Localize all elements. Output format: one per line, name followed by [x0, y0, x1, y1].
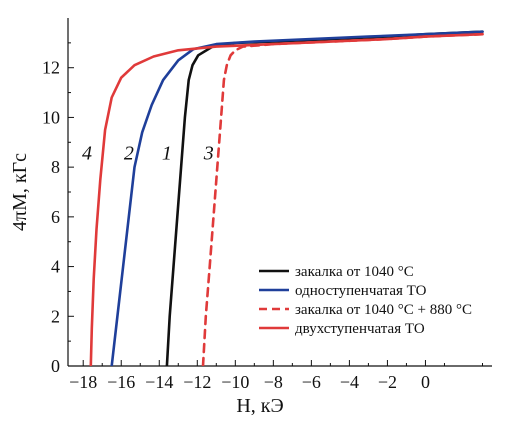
- series-group: [89, 30, 484, 366]
- x-tick-label: −6: [302, 372, 321, 392]
- x-tick-label: 0: [421, 372, 430, 392]
- curve-label-1: 1: [162, 143, 172, 165]
- x-ticks-group: −18 −16 −14 −12 −10 −8 −6 −4 −2 0: [69, 360, 483, 392]
- curve-label-3: 3: [203, 143, 214, 165]
- x-axis-title: H, кЭ: [236, 395, 283, 417]
- legend-label-1: закалка от 1040 °C: [295, 264, 414, 280]
- x-tick-label: −12: [183, 372, 211, 392]
- series-line-4: [89, 32, 484, 366]
- x-tick-label: −18: [69, 372, 97, 392]
- y-tick-label: 10: [42, 107, 60, 127]
- x-tick-label: −2: [378, 372, 397, 392]
- y-tick-label: 12: [42, 58, 60, 78]
- legend-label-4: двухступенчатая ТО: [295, 321, 425, 337]
- legend-label-2: одноступенчатая ТО: [295, 283, 427, 299]
- x-tick-label: −16: [107, 372, 135, 392]
- series-line-3: [201, 32, 484, 366]
- curve-label-4: 4: [82, 143, 92, 165]
- curve-labels-group: 4 2 1 3: [82, 143, 214, 165]
- x-tick-label: −10: [221, 372, 249, 392]
- x-tick-label: −8: [264, 372, 283, 392]
- y-ticks-group: 0 2 4 6 8 10 12: [42, 42, 74, 376]
- series-line-2: [110, 30, 484, 366]
- x-tick-label: −14: [145, 372, 173, 392]
- legend: закалка от 1040 °C одноступенчатая ТО зака…: [259, 264, 472, 337]
- y-tick-label: 6: [51, 207, 60, 227]
- y-tick-label: 2: [51, 306, 60, 326]
- curve-label-2: 2: [124, 143, 134, 165]
- y-tick-label: 8: [51, 157, 60, 177]
- legend-label-3: закалка от 1040 °C + 880 °C: [295, 302, 472, 318]
- y-axis-title: 4πM, кГс: [9, 153, 31, 231]
- y-tick-label: 0: [51, 356, 60, 376]
- y-tick-label: 4: [51, 257, 60, 277]
- x-tick-label: −4: [340, 372, 359, 392]
